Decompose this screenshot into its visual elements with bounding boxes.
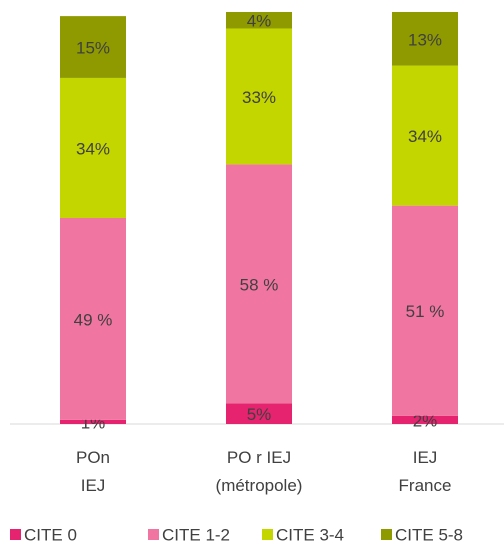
legend-swatch	[262, 529, 273, 540]
data-label: 15%	[76, 39, 110, 58]
bar-segment	[226, 12, 292, 29]
bar-segment	[226, 164, 292, 404]
data-label: 51 %	[406, 302, 445, 321]
legend-label: CITE 5-8	[395, 525, 463, 544]
data-label: 5%	[247, 405, 272, 424]
bar-segment	[60, 16, 126, 78]
bar-segment	[60, 218, 126, 420]
legend-label: CITE 0	[24, 525, 77, 544]
data-label: 34%	[408, 127, 442, 146]
x-tick-label: PO r IEJ (métropole)	[215, 448, 303, 495]
bar-segment	[392, 415, 458, 424]
legend-label: CITE 3-4	[276, 525, 344, 544]
bar-segment	[226, 403, 292, 424]
bar-segment	[60, 77, 126, 218]
bar-segment	[392, 65, 458, 206]
legend-swatch	[381, 529, 392, 540]
bar-segment	[226, 28, 292, 165]
legend-swatch	[10, 529, 21, 540]
data-label: 13%	[408, 30, 442, 49]
data-label: 34%	[76, 139, 110, 158]
data-label: 2%	[413, 411, 438, 430]
bar-segment	[392, 12, 458, 66]
bar-segment	[60, 419, 126, 424]
data-label: 49 %	[74, 310, 113, 329]
bar-segment	[392, 205, 458, 416]
x-tick-label: IEJ France	[398, 448, 452, 495]
data-label: 4%	[247, 12, 272, 31]
x-tick-label: POn IEJ	[75, 448, 111, 495]
legend-label: CITE 1-2	[162, 525, 230, 544]
data-label: 33%	[242, 88, 276, 107]
data-label: 58 %	[240, 275, 279, 294]
legend-swatch	[148, 529, 159, 540]
